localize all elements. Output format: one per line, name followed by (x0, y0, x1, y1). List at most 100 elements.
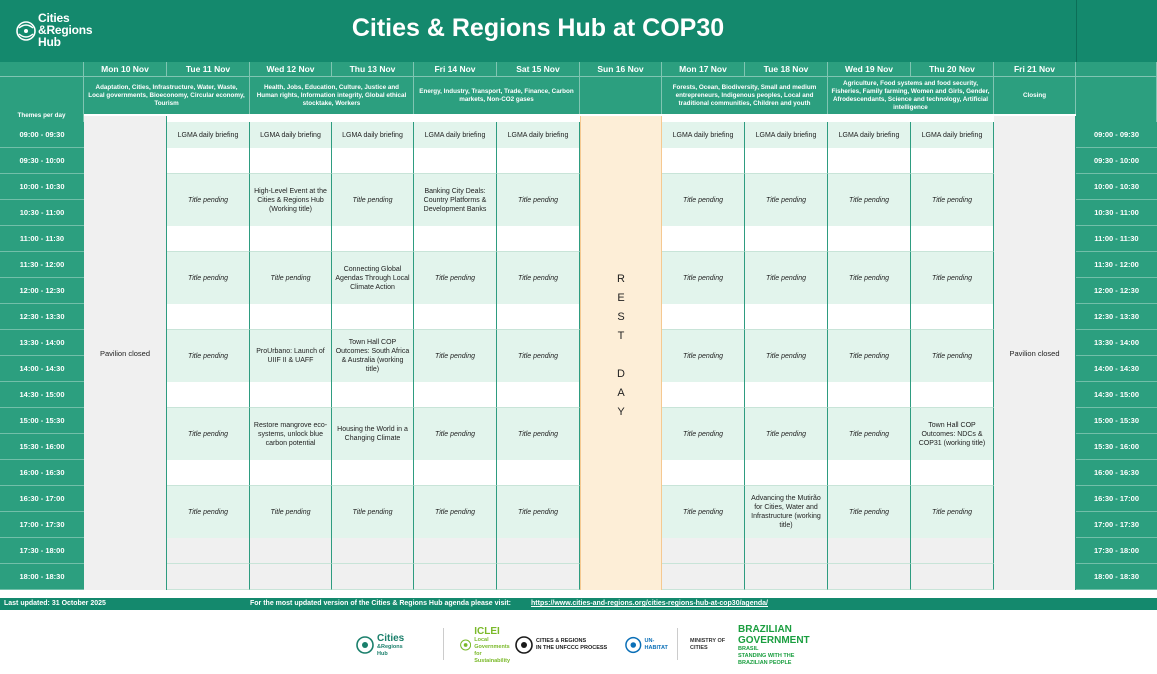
time-slot-cell (828, 538, 911, 564)
title-pending-event: Title pending (828, 174, 911, 226)
pavilion-closed: Pavilion closed (994, 116, 1076, 590)
time-slot-cell (662, 382, 745, 408)
title-pending-event: Title pending (662, 174, 745, 226)
day-header: Sun 16 Nov (580, 62, 662, 76)
time-slot-cell (911, 564, 994, 590)
title-pending-event: Title pending (250, 252, 332, 304)
time-label-right: 14:00 - 14:30 (1076, 356, 1157, 382)
time-label-right: 12:00 - 12:30 (1076, 278, 1157, 304)
day-header: Mon 17 Nov (662, 62, 745, 76)
event-title: ProUrbano: Launch of UIIF II & UAFF (250, 330, 332, 382)
title-pending-event: Title pending (911, 252, 994, 304)
event-title: Town Hall COP Outcomes: NDCs & COP31 (wo… (911, 408, 994, 460)
time-slot-cell (250, 538, 332, 564)
time-slot-cell (497, 538, 580, 564)
partner-name: MINISTRY OF CITIES (690, 638, 725, 652)
time-slot-cell (662, 304, 745, 330)
agenda-link[interactable]: https://www.cities-and-regions.org/citie… (531, 600, 768, 607)
time-slot-cell (497, 564, 580, 590)
time-slot-cell (828, 460, 911, 486)
time-label-left: 15:00 - 15:30 (0, 408, 84, 434)
theme-corner (1076, 76, 1157, 122)
time-label-right: 09:00 - 09:30 (1076, 122, 1157, 148)
partner-name-line: UN-HABITAT (644, 638, 668, 651)
time-slot-cell (332, 382, 414, 408)
themes-per-day-label: Themes per day (0, 76, 84, 122)
time-slot-cell (745, 382, 828, 408)
partner-logo: MINISTRY OF CITIES (690, 628, 732, 662)
pavilion-closed: Pavilion closed (84, 116, 167, 590)
time-slot-cell (662, 148, 745, 174)
logo-divider (677, 628, 678, 660)
time-label-right: 15:00 - 15:30 (1076, 408, 1157, 434)
header-right-box (1076, 0, 1157, 62)
day-header: Thu 13 Nov (332, 62, 414, 76)
time-slot-cell (662, 564, 745, 590)
visit-text: For the most updated version of the Citi… (250, 600, 511, 607)
event-title: Banking City Deals: Country Platforms & … (414, 174, 497, 226)
title-pending-event: Title pending (167, 486, 250, 538)
time-slot-cell (497, 226, 580, 252)
title-pending-event: Title pending (250, 486, 332, 538)
time-slot-cell (745, 564, 828, 590)
time-label-right: 11:30 - 12:00 (1076, 252, 1157, 278)
theme-cell: Forests, Ocean, Biodiversity, Small and … (662, 76, 828, 114)
title-pending-event: Title pending (497, 408, 580, 460)
logo-divider (443, 628, 444, 660)
day-header: Fri 21 Nov (994, 62, 1076, 76)
rest-day-letter: A (617, 387, 625, 399)
time-slot-cell (497, 148, 580, 174)
title-pending-event: Title pending (414, 252, 497, 304)
time-label-left: 13:30 - 14:00 (0, 330, 84, 356)
time-label-left: 17:30 - 18:00 (0, 538, 84, 564)
title-pending-event: Title pending (828, 408, 911, 460)
partner-name-line: Local Governments (474, 636, 510, 650)
time-label-left: 14:00 - 14:30 (0, 356, 84, 382)
theme-cell: Adaptation, Cities, Infrastructure, Wate… (84, 76, 250, 114)
time-slot-cell (167, 460, 250, 486)
time-label-left: 14:30 - 15:00 (0, 382, 84, 408)
time-slot-cell (828, 148, 911, 174)
partner-name: ICLEI Local Governments for Sustainability (474, 626, 510, 665)
partner-emblem-icon (515, 636, 533, 654)
title-pending-event: Title pending (662, 486, 745, 538)
partner-name-line: Hub (377, 650, 388, 657)
partner-emblem-icon (356, 636, 374, 654)
hub-logo-icon (16, 21, 36, 41)
title-pending-event: Title pending (414, 330, 497, 382)
time-slot-cell (250, 564, 332, 590)
day-header: Tue 18 Nov (745, 62, 828, 76)
partner-name-line: STANDING WITH THE BRAZILIAN PEOPLE (738, 652, 795, 666)
time-slot-cell (662, 460, 745, 486)
partner-name: BRAZILIAN GOVERNMENT BRASIL STANDING WITH … (738, 624, 810, 667)
partner-logo: UN-HABITAT (625, 628, 675, 662)
partner-name-line: BRASIL (738, 645, 759, 652)
partner-emblem-icon (625, 636, 642, 654)
rest-day-letter: E (617, 292, 625, 304)
time-slot-cell (332, 148, 414, 174)
lgma-briefing: LGMA daily briefing (167, 122, 250, 148)
time-slot-cell (828, 304, 911, 330)
time-label-right: 10:00 - 10:30 (1076, 174, 1157, 200)
title-pending-event: Title pending (167, 252, 250, 304)
partner-logo: CITIES & REGIONS IN THE UNFCCC PROCESS (515, 628, 615, 662)
time-slot-cell (662, 226, 745, 252)
time-slot-cell (250, 226, 332, 252)
title-pending-event: Title pending (497, 486, 580, 538)
title-pending-event: Title pending (167, 408, 250, 460)
time-slot-cell (828, 382, 911, 408)
time-label-right: 15:30 - 16:00 (1076, 434, 1157, 460)
logo-line-3: Hub (38, 35, 61, 49)
time-label-right: 16:30 - 17:00 (1076, 486, 1157, 512)
theme-cell: Health, Jobs, Education, Culture, Justic… (250, 76, 414, 114)
title-pending-event: Title pending (662, 252, 745, 304)
event-title: Housing the World in a Changing Climate (332, 408, 414, 460)
time-label-left: 12:00 - 12:30 (0, 278, 84, 304)
time-slot-cell (332, 226, 414, 252)
event-title: Advancing the Mutirão for Cities, Water … (745, 486, 828, 538)
rest-day-letter: Y (617, 406, 625, 418)
rest-day-letter: S (617, 311, 625, 323)
time-label-right: 17:30 - 18:00 (1076, 538, 1157, 564)
time-slot-cell (414, 538, 497, 564)
rest-day-letter (581, 346, 661, 365)
